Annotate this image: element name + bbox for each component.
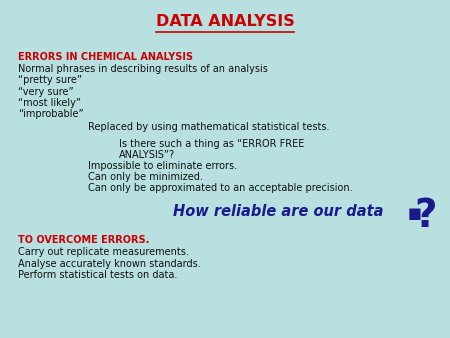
Text: Can only be approximated to an acceptable precision.: Can only be approximated to an acceptabl… bbox=[88, 183, 352, 193]
Text: “pretty sure”: “pretty sure” bbox=[18, 75, 82, 86]
Text: “most likely”: “most likely” bbox=[18, 98, 81, 108]
Text: Perform statistical tests on data.: Perform statistical tests on data. bbox=[18, 270, 177, 281]
Text: Is there such a thing as “ERROR FREE: Is there such a thing as “ERROR FREE bbox=[119, 139, 305, 149]
Text: Normal phrases in describing results of an analysis: Normal phrases in describing results of … bbox=[18, 64, 268, 74]
Text: ERRORS IN CHEMICAL ANALYSIS: ERRORS IN CHEMICAL ANALYSIS bbox=[18, 52, 193, 63]
Text: ■: ■ bbox=[407, 206, 421, 221]
Text: DATA ANALYSIS: DATA ANALYSIS bbox=[156, 15, 294, 29]
Text: ANALYSIS”?: ANALYSIS”? bbox=[119, 150, 176, 160]
Text: “improbable”: “improbable” bbox=[18, 109, 84, 119]
Text: ?: ? bbox=[414, 197, 436, 235]
Text: “very sure”: “very sure” bbox=[18, 87, 74, 97]
Text: Can only be minimized.: Can only be minimized. bbox=[88, 172, 202, 182]
Text: TO OVERCOME ERRORS.: TO OVERCOME ERRORS. bbox=[18, 235, 149, 245]
Text: Analyse accurately known standards.: Analyse accurately known standards. bbox=[18, 259, 201, 269]
Text: Impossible to eliminate errors.: Impossible to eliminate errors. bbox=[88, 161, 237, 171]
Text: Carry out replicate measurements.: Carry out replicate measurements. bbox=[18, 247, 189, 257]
Text: How reliable are our data: How reliable are our data bbox=[173, 204, 384, 219]
Text: Replaced by using mathematical statistical tests.: Replaced by using mathematical statistic… bbox=[88, 122, 329, 132]
